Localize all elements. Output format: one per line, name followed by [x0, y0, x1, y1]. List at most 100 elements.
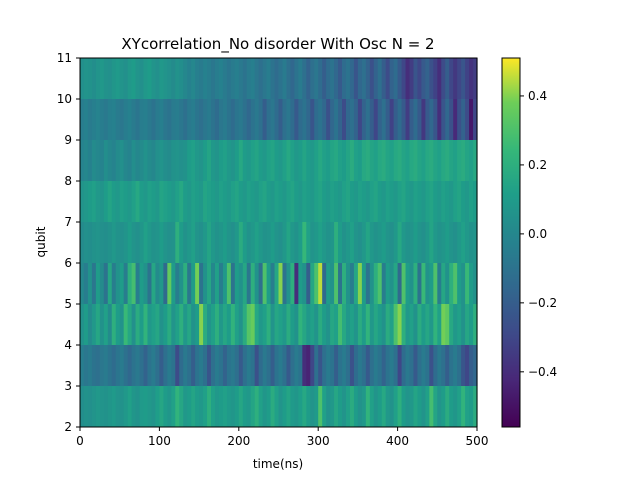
heatmap-cell	[234, 140, 240, 181]
heatmap-cell	[207, 58, 212, 99]
heatmap-cell	[203, 263, 208, 304]
heatmap-cell	[155, 263, 160, 304]
y-tick-label: 8	[64, 174, 72, 188]
heatmap-cell	[369, 222, 375, 263]
heatmap-cell	[334, 345, 339, 386]
heatmap-cell	[199, 304, 204, 345]
heatmap-cell	[143, 386, 149, 427]
heatmap-cell	[381, 140, 387, 181]
heatmap-cell	[389, 222, 395, 263]
heatmap-cell	[199, 140, 204, 181]
heatmap-cell	[318, 222, 323, 263]
heatmap-cell	[405, 386, 411, 427]
heatmap-cell	[469, 386, 474, 427]
y-tick-label: 11	[57, 51, 72, 65]
heatmap-cell	[373, 304, 379, 345]
heatmap-cell	[207, 140, 212, 181]
heatmap-cell	[294, 181, 299, 222]
heatmap-cell	[326, 99, 331, 140]
heatmap-cell	[393, 263, 399, 304]
heatmap-cell	[421, 222, 426, 263]
heatmap-cell	[302, 345, 307, 386]
heatmap-cell	[195, 140, 200, 181]
heatmap-cell	[330, 263, 335, 304]
heatmap-cell	[278, 99, 284, 140]
heatmap-cell	[258, 304, 264, 345]
heatmap-cell	[218, 345, 224, 386]
heatmap-cell	[326, 345, 331, 386]
heatmap-cell	[246, 140, 252, 181]
heatmap-cell	[258, 345, 264, 386]
heatmap-cell	[107, 263, 113, 304]
heatmap-cell	[191, 263, 196, 304]
x-tick-label: 300	[307, 434, 330, 448]
heatmap-cell	[342, 58, 347, 99]
heatmap-cell	[342, 181, 347, 222]
heatmap-cell	[409, 386, 415, 427]
heatmap-cell	[290, 58, 295, 99]
heatmap-cell	[369, 181, 375, 222]
heatmap-cell	[338, 140, 343, 181]
heatmap-cell	[365, 181, 371, 222]
colorbar-tick-label: 0.2	[528, 158, 547, 172]
heatmap-cell	[135, 263, 141, 304]
heatmap-cell	[409, 140, 415, 181]
heatmap-cell	[361, 181, 367, 222]
heatmap-cell	[409, 222, 415, 263]
heatmap-cell	[107, 386, 113, 427]
heatmap-cell	[199, 386, 204, 427]
heatmap-cell	[425, 99, 430, 140]
heatmap-cell	[334, 304, 339, 345]
heatmap-cell	[357, 345, 363, 386]
heatmap-cell	[203, 140, 208, 181]
heatmap-cell	[286, 304, 292, 345]
heatmap-cell	[353, 181, 359, 222]
heatmap-cell	[258, 181, 264, 222]
heatmap-cell	[473, 263, 478, 304]
heatmap-cell	[306, 181, 311, 222]
heatmap-cell	[274, 181, 280, 222]
heatmap-cell	[405, 304, 411, 345]
heatmap-cell	[286, 386, 292, 427]
heatmap-cell	[171, 263, 176, 304]
heatmap-cell	[83, 263, 89, 304]
heatmap-cell	[119, 386, 125, 427]
colorbar-tick-label: 0.4	[528, 89, 547, 103]
heatmap-cell	[95, 222, 101, 263]
heatmap-cell	[278, 140, 284, 181]
heatmap-cell	[175, 345, 180, 386]
heatmap-cell	[322, 222, 327, 263]
heatmap-cell	[377, 58, 383, 99]
heatmap-cell	[226, 99, 232, 140]
heatmap-cell	[195, 222, 200, 263]
heatmap-cell	[171, 304, 176, 345]
heatmap-cell	[326, 222, 331, 263]
heatmap-cell	[199, 345, 204, 386]
y-axis-label: qubit	[34, 226, 48, 257]
heatmap-cell	[99, 99, 105, 140]
heatmap-cell	[465, 386, 470, 427]
heatmap-cell	[345, 386, 351, 427]
heatmap-cell	[433, 345, 438, 386]
heatmap-cell	[274, 99, 280, 140]
heatmap-cell	[218, 99, 224, 140]
heatmap-cell	[326, 140, 331, 181]
heatmap-cell	[159, 140, 164, 181]
heatmap-cell	[155, 386, 160, 427]
heatmap-cell	[397, 181, 403, 222]
heatmap-cell	[369, 99, 375, 140]
heatmap-cell	[286, 99, 292, 140]
heatmap-cell	[381, 181, 387, 222]
heatmap-cell	[163, 58, 168, 99]
heatmap-cell	[457, 222, 462, 263]
heatmap-cell	[107, 140, 113, 181]
heatmap-cell	[433, 386, 438, 427]
heatmap-cell	[409, 58, 415, 99]
heatmap-cell	[207, 181, 212, 222]
heatmap-cell	[115, 181, 121, 222]
heatmap-cell	[171, 386, 176, 427]
heatmap-cell	[334, 58, 339, 99]
heatmap-cell	[195, 181, 200, 222]
heatmap-cell	[457, 181, 462, 222]
heatmap-cell	[310, 99, 315, 140]
